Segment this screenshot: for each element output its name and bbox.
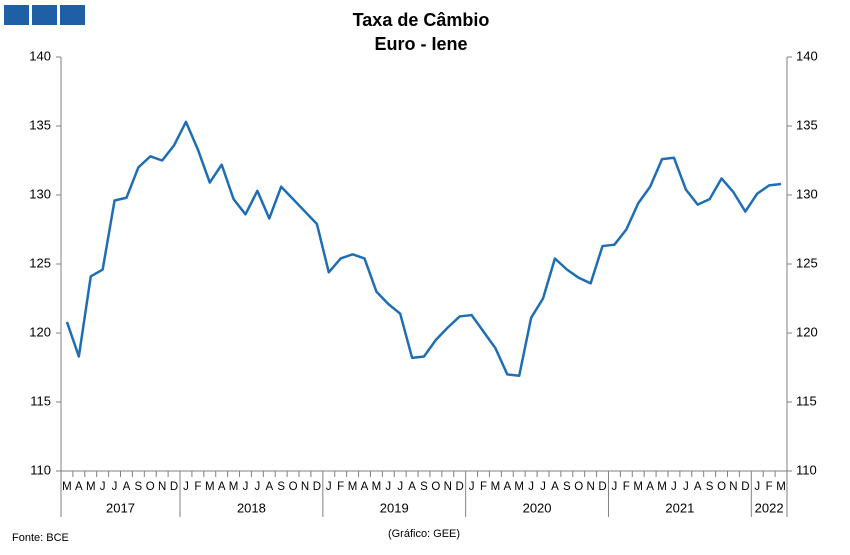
y-tick-label: 140 <box>29 48 51 63</box>
y2-tick-label: 140 <box>796 48 818 63</box>
x-tick-label: J <box>397 481 403 493</box>
y-tick-label: 120 <box>29 324 51 339</box>
x-tick-label: N <box>158 481 166 493</box>
y-tick-label: 135 <box>29 117 51 132</box>
x-tick-label: D <box>598 481 606 493</box>
x-tick-label: F <box>194 481 201 493</box>
y2-tick-label: 130 <box>796 186 818 201</box>
x-tick-label: O <box>574 481 583 493</box>
x-tick-label: M <box>62 481 72 493</box>
credit: (Gráfico: GEE) <box>388 528 460 540</box>
x-tick-label: N <box>729 481 737 493</box>
x-tick-label: J <box>754 481 760 493</box>
x-tick-label: J <box>112 481 118 493</box>
x-tick-label: A <box>551 481 559 493</box>
x-tick-label: J <box>243 481 249 493</box>
x-tick-label: J <box>683 481 689 493</box>
x-tick-label: A <box>218 481 226 493</box>
x-tick-label: F <box>766 481 773 493</box>
y-tick-label: 115 <box>30 393 51 408</box>
x-tick-label: S <box>563 481 571 493</box>
x-tick-label: A <box>75 481 83 493</box>
x-tick-label: F <box>337 481 344 493</box>
logo-block <box>60 5 85 25</box>
x-tick-label: J <box>100 481 106 493</box>
x-tick-label: O <box>289 481 298 493</box>
x-tick-label: M <box>491 481 501 493</box>
x-tick-label: N <box>586 481 594 493</box>
x-tick-label: J <box>326 481 332 493</box>
x-tick-label: N <box>444 481 452 493</box>
x-tick-label: M <box>205 481 215 493</box>
x-tick-label: M <box>348 481 358 493</box>
x-tick-label: N <box>301 481 309 493</box>
x-tick-label: F <box>480 481 487 493</box>
y2-tick-label: 135 <box>796 117 818 132</box>
x-tick-label: O <box>146 481 155 493</box>
x-tick-label: M <box>776 481 786 493</box>
chart-title: Taxa de Câmbio <box>353 10 490 30</box>
x-tick-label: J <box>469 481 475 493</box>
y2-tick-label: 125 <box>796 255 818 270</box>
y-tick-label: 130 <box>29 186 51 201</box>
x-tick-label: J <box>183 481 189 493</box>
logo-block <box>32 5 57 25</box>
x-tick-label: S <box>277 481 285 493</box>
line-series <box>65 120 782 378</box>
x-tick-label: M <box>633 481 643 493</box>
x-tick-label: M <box>657 481 667 493</box>
x-tick-label: S <box>420 481 428 493</box>
x-tick-label: F <box>623 481 630 493</box>
x-tick-label: D <box>456 481 464 493</box>
year-label: 2021 <box>665 500 694 515</box>
x-tick-label: J <box>528 481 534 493</box>
year-label: 2020 <box>523 500 552 515</box>
x-tick-label: M <box>514 481 524 493</box>
year-label: 2017 <box>106 500 135 515</box>
year-label: 2019 <box>380 500 409 515</box>
x-tick-label: M <box>86 481 96 493</box>
x-tick-label: J <box>255 481 261 493</box>
x-tick-label: D <box>170 481 178 493</box>
y-tick-label: 110 <box>30 462 51 477</box>
x-tick-label: A <box>265 481 273 493</box>
x-tick-label: J <box>612 481 618 493</box>
x-tick-label: M <box>229 481 239 493</box>
x-tick-label: A <box>408 481 416 493</box>
year-label: 2022 <box>755 500 784 515</box>
x-tick-label: D <box>741 481 749 493</box>
y-tick-label: 125 <box>29 255 51 270</box>
x-tick-label: A <box>694 481 702 493</box>
x-tick-label: J <box>385 481 391 493</box>
x-tick-label: O <box>717 481 726 493</box>
x-tick-label: A <box>503 481 511 493</box>
x-tick-label: S <box>706 481 714 493</box>
x-tick-label: J <box>540 481 546 493</box>
x-tick-label: O <box>431 481 440 493</box>
logo-block <box>4 5 29 25</box>
x-tick-label: A <box>361 481 369 493</box>
y2-tick-label: 115 <box>796 393 817 408</box>
y2-tick-label: 110 <box>796 462 817 477</box>
x-tick-label: A <box>123 481 131 493</box>
x-tick-label: D <box>313 481 321 493</box>
x-tick-label: A <box>646 481 654 493</box>
chart-subtitle: Euro - Iene <box>374 34 467 54</box>
x-tick-label: S <box>135 481 143 493</box>
year-label: 2018 <box>237 500 266 515</box>
x-tick-label: M <box>372 481 382 493</box>
source: Fonte: BCE <box>12 532 69 544</box>
x-tick-label: J <box>671 481 677 493</box>
y2-tick-label: 120 <box>796 324 818 339</box>
